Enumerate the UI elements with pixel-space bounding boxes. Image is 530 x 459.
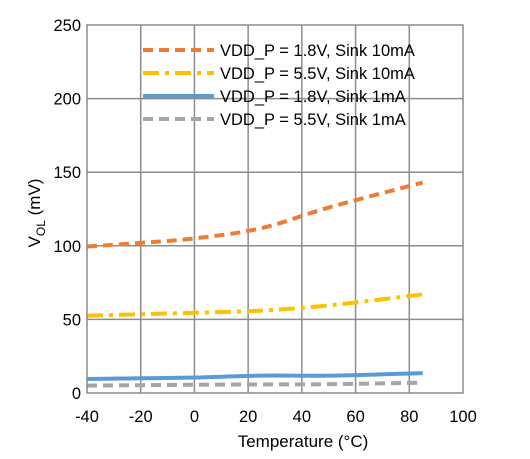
y-axis-title-subscript: OL <box>34 220 48 236</box>
series-line <box>86 380 423 388</box>
y-tick-label: 250 <box>53 17 81 35</box>
x-tick-label: -40 <box>75 408 99 426</box>
series-line <box>86 371 423 382</box>
y-axis-title-unit: (mV) <box>25 179 44 221</box>
x-tick-label: -20 <box>129 408 153 426</box>
series-line <box>86 292 423 318</box>
x-tick-label: 0 <box>190 408 199 426</box>
x-tick-label: 100 <box>449 408 477 426</box>
x-tick-label: 20 <box>239 408 257 426</box>
tick-labels: -40 -20 0 20 40 60 80 100 0 50 100 150 200 250 <box>53 17 476 426</box>
y-tick-label: 200 <box>53 91 81 109</box>
y-tick-label: 150 <box>53 164 81 182</box>
series-layer <box>86 180 424 388</box>
y-tick-label: 50 <box>63 311 81 329</box>
series-line <box>86 180 424 249</box>
legend-label: VDD_P = 1.8V, Sink 1mA <box>220 88 406 106</box>
legend-label: VDD_P = 5.5V, Sink 10mA <box>220 65 415 83</box>
y-axis-title-main: V <box>25 235 44 247</box>
legend-label: VDD_P = 5.5V, Sink 1mA <box>220 111 406 129</box>
gridlines <box>87 25 463 393</box>
y-tick-label: 100 <box>53 238 81 256</box>
y-axis-title: VOL (mV) <box>25 179 48 248</box>
legend-label: VDD_P = 1.8V, Sink 10mA <box>220 42 415 60</box>
plot-frame <box>86 24 464 394</box>
x-tick-label: 60 <box>346 408 364 426</box>
legend: VDD_P = 1.8V, Sink 10mA VDD_P = 5.5V, Sin… <box>143 42 415 129</box>
x-axis-title: Temperature (°C) <box>238 432 369 451</box>
x-tick-label: 40 <box>293 408 311 426</box>
x-tick-label: 80 <box>400 408 418 426</box>
y-tick-label: 0 <box>72 385 81 403</box>
